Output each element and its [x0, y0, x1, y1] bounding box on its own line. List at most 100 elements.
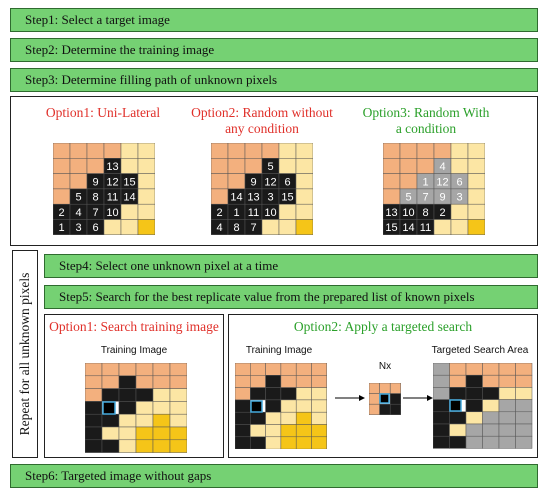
- pixel-order-number: 7: [422, 192, 428, 204]
- grid-cell: [85, 363, 103, 377]
- grid-cell: [433, 435, 450, 449]
- targeted-search-area-grid: [433, 363, 533, 449]
- grid-cell: [227, 158, 246, 174]
- grid-cell: [515, 411, 533, 425]
- grid-cell: [137, 158, 155, 174]
- grid-cell: [465, 435, 483, 449]
- grid-cell: [311, 436, 327, 449]
- grid-cell: [152, 363, 171, 377]
- grid-cell: [135, 388, 154, 402]
- grid-cell: [278, 219, 297, 235]
- grid-cell: [449, 387, 467, 400]
- grid-cell: [295, 424, 312, 438]
- grid-cell: [169, 363, 187, 377]
- pixel-order-number: 1: [58, 222, 64, 234]
- grid-cell: [280, 436, 297, 449]
- option1-unilateral-title: Option1: Uni-Lateral: [45, 105, 161, 120]
- grid-cell: [152, 426, 171, 441]
- grid-cell: [399, 173, 418, 190]
- pixel-order-number: 11: [107, 192, 118, 204]
- grid-cell: [280, 375, 297, 388]
- pixel-order-number: 11: [248, 207, 259, 219]
- pixel-order-number: 9: [92, 176, 98, 188]
- grid-cell: [498, 399, 516, 413]
- grid-cell: [498, 387, 516, 400]
- unilateral-path-grid: 139 12 155 8 11 142 4 7 101 3 6: [53, 143, 155, 235]
- grid-cell: [101, 413, 120, 428]
- grid-cell: [416, 158, 435, 174]
- grid-cell: [53, 188, 71, 205]
- pixel-order-number: 3: [267, 192, 273, 204]
- grid-cell: [515, 435, 533, 449]
- grid-cell: [515, 363, 533, 376]
- grid-cell: [118, 426, 137, 441]
- grid-cell: [235, 375, 251, 388]
- grid-cell: [103, 219, 122, 235]
- grid-cell: [449, 411, 467, 425]
- grid-cell: [235, 387, 251, 401]
- grid-cell: [118, 413, 137, 428]
- pixel-order-number: 12: [436, 176, 448, 188]
- grid-cell: [433, 374, 450, 388]
- grid-cell: [135, 413, 154, 428]
- grid-cell: [295, 219, 313, 235]
- pixel-order-number: 13: [385, 207, 397, 219]
- pixel-order-number: 8: [233, 222, 239, 234]
- grid-cell: [433, 387, 450, 400]
- grid-cell: [120, 203, 139, 220]
- grid-cell: [433, 143, 452, 159]
- grid-cell: [311, 399, 327, 413]
- grid-cell: [399, 158, 418, 174]
- step1-bar: Step1: Select a target image: [10, 8, 538, 32]
- grid-cell: [295, 436, 312, 449]
- pixel-order-number: 4: [439, 161, 445, 173]
- grid-cell: [399, 143, 418, 159]
- grid-cell: [69, 173, 88, 190]
- grid-cell: [250, 436, 266, 449]
- pixel-order-number: 11: [420, 222, 431, 234]
- pixel-order-number: 4: [216, 222, 222, 234]
- grid-cell: [467, 203, 485, 220]
- grid-cell: [515, 399, 533, 413]
- search-option2-panel: Option2: Apply a targeted search Trainin…: [228, 314, 538, 458]
- pixel-order-number: 2: [58, 207, 64, 219]
- grid-cell: [169, 413, 187, 428]
- pixel-order-number: 8: [422, 207, 428, 219]
- target-pixel-marker: [379, 393, 390, 404]
- pixel-order-number: 1: [233, 207, 239, 219]
- pixel-order-number: 2: [439, 207, 445, 219]
- grid-cell: [379, 403, 391, 415]
- grid-cell: [118, 363, 137, 377]
- arrow-right-icon: [403, 395, 433, 401]
- pixel-order-number: 10: [106, 207, 118, 219]
- pixel-order-number: 6: [456, 176, 462, 188]
- pixel-order-number: 6: [284, 176, 290, 188]
- grid-cell: [482, 423, 500, 437]
- grid-cell: [211, 143, 229, 159]
- grid-cell: [379, 383, 391, 394]
- grid-cell: [250, 424, 266, 438]
- grid-cell: [295, 158, 313, 174]
- step5-bar: Step5: Search for the best replicate val…: [44, 285, 538, 309]
- grid-cell: [482, 411, 500, 425]
- grid-cell: [450, 143, 469, 159]
- grid-cell: [278, 143, 297, 159]
- grid-cell: [416, 143, 435, 159]
- grid-cell: [103, 143, 122, 159]
- grid-cell: [211, 188, 229, 205]
- grid-cell: [295, 399, 312, 413]
- conditional-path-grid: 41 12 6 5 7 9 3 13 10 8 2 15 14 11: [383, 143, 485, 235]
- grid-cell: [85, 388, 103, 402]
- grid-cell: [135, 439, 154, 453]
- training-image-label-2: Training Image: [245, 345, 313, 356]
- grid-cell: [118, 375, 137, 389]
- grid-cell: [311, 411, 327, 425]
- grid-cell: [152, 401, 171, 415]
- grid-cell: [467, 188, 485, 205]
- grid-cell: [280, 387, 297, 401]
- grid-cell: [369, 403, 380, 415]
- grid-cell: [295, 411, 312, 425]
- grid-cell: [449, 374, 467, 388]
- grid-cell: [449, 423, 467, 437]
- grid-cell: [86, 143, 105, 159]
